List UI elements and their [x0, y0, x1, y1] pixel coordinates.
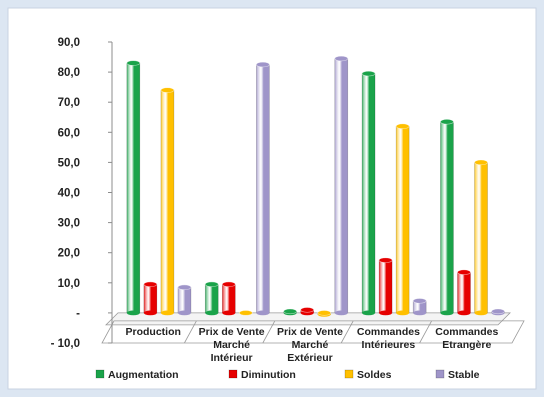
bar-base-cap	[126, 310, 140, 316]
y-tick-label: 70,0	[58, 97, 80, 109]
category-label: Prix de Vente	[199, 326, 265, 338]
bar-top-cap	[334, 55, 349, 62]
category-label: Intérieures	[362, 339, 416, 351]
bar-soldes-3	[395, 125, 410, 314]
bar-top-cap	[160, 87, 175, 93]
legend-swatch-augmentation	[95, 369, 105, 379]
bar-diminution-1	[221, 284, 236, 314]
category-label: Intérieur	[211, 352, 253, 364]
bar-diminution-0	[143, 284, 158, 314]
bar-soldes-0	[160, 89, 175, 314]
category-divider	[184, 320, 197, 344]
bar-base-cap	[205, 310, 219, 316]
legend-label-soldes: Soldes	[357, 369, 392, 381]
bar-top-cap	[221, 281, 236, 288]
category-divider	[262, 320, 276, 344]
bar-top-cap	[378, 257, 393, 263]
bar-base-cap	[440, 310, 454, 316]
y-tick-label: 80,0	[58, 67, 80, 79]
bar-top-cap	[143, 281, 158, 288]
bar-top-cap	[412, 298, 427, 304]
bar-top-cap	[126, 60, 141, 66]
bar-top-cap	[239, 310, 253, 316]
y-tick-label: 60,0	[58, 127, 80, 139]
bar-top-cap	[300, 307, 314, 313]
legend-label-stable: Stable	[448, 369, 480, 381]
bar-base-cap	[160, 310, 174, 316]
bar-top-cap	[395, 123, 410, 129]
y-tick-label: 90,0	[58, 37, 80, 49]
bar-augmentation-3	[361, 73, 376, 314]
bar-base-cap	[177, 310, 191, 316]
legend-swatch-soldes	[344, 369, 354, 379]
bar-top-cap	[361, 70, 376, 77]
category-label: Etrangère	[442, 339, 491, 351]
y-tick-label: - 10,0	[51, 338, 80, 350]
category-axis-frame	[101, 320, 525, 344]
category-label: Extérieur	[287, 352, 333, 364]
legend-swatch-diminution	[228, 369, 238, 379]
bar-stable-2	[334, 58, 349, 314]
bar-top-cap	[440, 119, 454, 125]
bar-top-cap	[177, 284, 192, 291]
category-label: Commandes	[435, 326, 498, 338]
y-tick-label: 50,0	[58, 157, 80, 169]
bar-top-cap	[474, 159, 488, 166]
bar-top-cap	[491, 308, 505, 315]
bar-top-cap	[317, 310, 332, 316]
legend-swatch-stable	[435, 369, 445, 379]
bar-diminution-3	[378, 259, 393, 314]
category-label: Prix de Vente	[277, 326, 343, 338]
bar-base-cap	[413, 310, 427, 316]
y-tick-label: 20,0	[58, 248, 80, 260]
bar-diminution-4	[457, 271, 471, 314]
bar-top-cap	[256, 61, 270, 68]
bar-soldes-4	[474, 162, 488, 314]
bar-base-cap	[222, 310, 236, 316]
bar-base-cap	[457, 310, 471, 316]
bar-stable-1	[256, 64, 270, 314]
bar-base-cap	[379, 310, 393, 316]
legend-label-diminution: Diminution	[241, 369, 296, 381]
legend-label-augmentation: Augmentation	[108, 369, 179, 381]
y-tick-label: 40,0	[58, 188, 80, 200]
category-label: Commandes	[357, 326, 420, 338]
category-label: Marché	[213, 339, 250, 351]
bar-base-cap	[143, 310, 157, 316]
y-tick-label: 10,0	[58, 278, 80, 290]
bar-base-cap	[334, 310, 348, 316]
bar-base-cap	[396, 310, 410, 316]
category-divider	[419, 320, 432, 344]
y-tick-label: 30,0	[58, 218, 80, 230]
bar-stable-0	[177, 287, 192, 314]
bar-top-cap	[283, 308, 297, 315]
bar-augmentation-1	[204, 284, 219, 314]
category-divider	[340, 320, 354, 344]
bar-base-cap	[362, 310, 376, 316]
bar-augmentation-0	[126, 62, 141, 314]
bar-top-cap	[204, 281, 219, 288]
bar-augmentation-4	[440, 121, 454, 314]
bar-base-cap	[474, 310, 488, 316]
y-tick-label: -	[76, 308, 80, 320]
category-label: Production	[125, 326, 180, 338]
bar-top-cap	[457, 269, 471, 275]
bar-base-cap	[256, 310, 270, 316]
category-label: Marché	[292, 339, 329, 351]
